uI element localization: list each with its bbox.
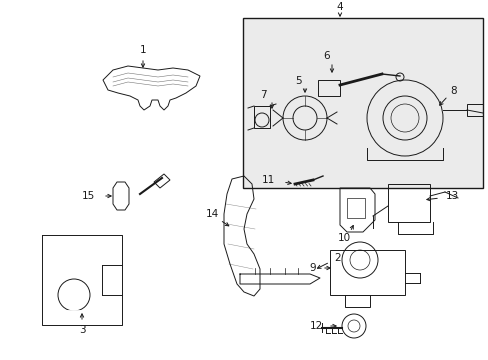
Text: 15: 15 [81, 191, 95, 201]
Bar [317, 80, 339, 96]
Text: 4: 4 [336, 2, 343, 12]
Text: 1: 1 [140, 45, 146, 55]
Bar [253, 106, 269, 128]
Text: 14: 14 [205, 209, 218, 219]
Text: 6: 6 [323, 51, 329, 61]
Bar [466, 104, 482, 116]
Bar [345, 295, 369, 307]
Text: 7: 7 [259, 90, 266, 100]
Text: 3: 3 [79, 325, 85, 335]
Bar [346, 198, 364, 218]
Text: 5: 5 [295, 76, 302, 86]
Bar [387, 184, 429, 222]
Text: 2: 2 [334, 253, 341, 263]
Bar [243, 18, 482, 188]
Bar [329, 250, 404, 295]
Text: 12: 12 [309, 321, 322, 331]
Text: 9: 9 [309, 263, 316, 273]
Text: 8: 8 [450, 86, 456, 96]
Text: 13: 13 [445, 191, 458, 201]
Text: 10: 10 [337, 233, 350, 243]
Text: 11: 11 [261, 175, 274, 185]
